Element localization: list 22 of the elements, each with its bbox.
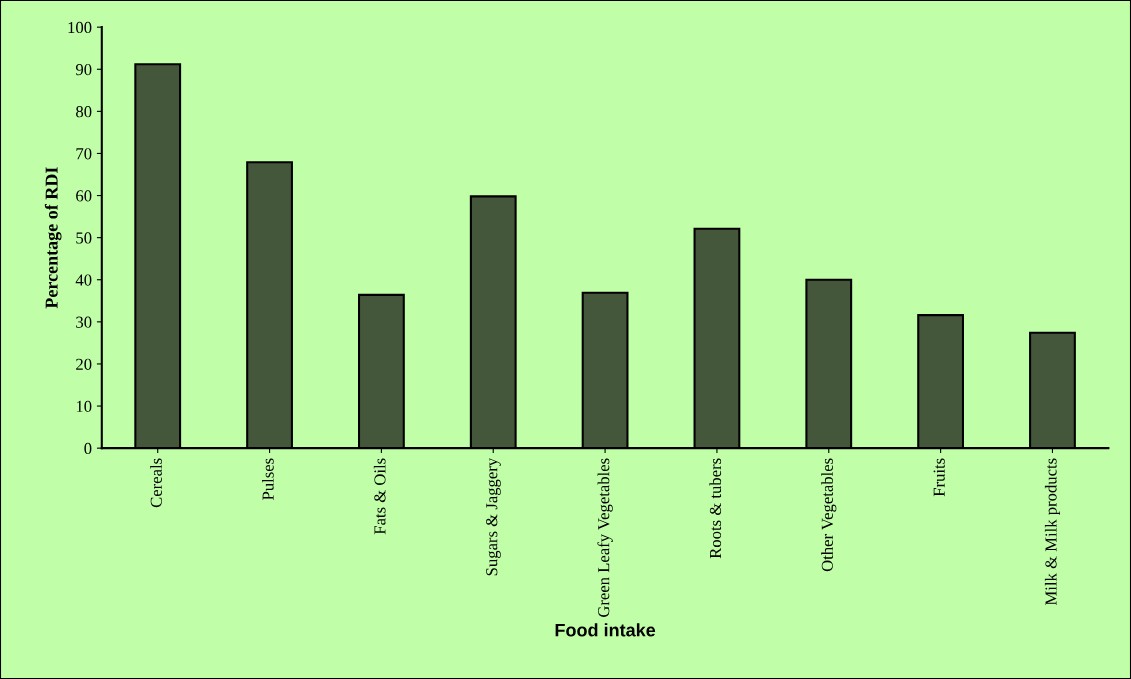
x-tick-label: Milk & Milk products — [1044, 458, 1061, 606]
y-tick-label: 50 — [76, 232, 92, 244]
y-tick-label: 20 — [76, 358, 92, 370]
y-tick-label: 0 — [84, 442, 92, 455]
y-tick-label: 80 — [76, 106, 92, 118]
x-tick-label: Sugars & Jaggery — [486, 457, 501, 576]
y-axis-title: Percentage of RDI — [44, 167, 62, 309]
x-tick-label: Pulses — [262, 458, 274, 500]
y-tick-label: 70 — [76, 148, 92, 160]
y-tick-label: 90 — [75, 63, 92, 76]
x-tick-label: Fats & Oils — [373, 458, 386, 535]
y-tick-label: 100 — [68, 21, 92, 34]
y-tick-label: 30 — [76, 316, 92, 328]
y-tick-label: 40 — [75, 274, 92, 286]
x-tick-label: Cereals — [150, 458, 162, 508]
x-tick-label: Fruits — [933, 458, 945, 497]
x-tick-label: Green Leafy Vegetables — [597, 458, 613, 617]
x-axis-title: Food intake — [555, 623, 656, 637]
y-tick-label: 60 — [76, 190, 92, 202]
y-tick-label: 10 — [76, 400, 92, 412]
x-tick-label: Other Vegetables — [821, 458, 837, 572]
x-tick-label: Roots & tubers — [709, 458, 722, 559]
